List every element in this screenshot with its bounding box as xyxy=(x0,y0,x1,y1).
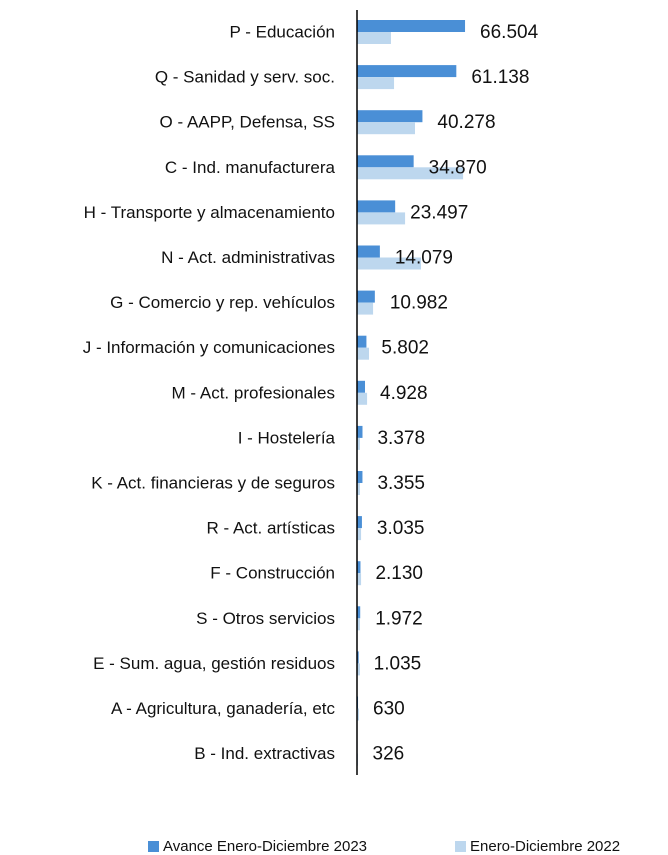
bar xyxy=(357,471,363,483)
bar xyxy=(357,437,360,450)
category-label: M - Act. profesionales xyxy=(172,383,335,402)
category-label: H - Transporte y almacenamiento xyxy=(84,203,335,222)
bar xyxy=(357,335,367,348)
bar xyxy=(357,245,380,258)
category-label: K - Act. financieras y de seguros xyxy=(91,473,335,492)
bar xyxy=(357,32,391,44)
bar xyxy=(357,167,464,180)
value-label: 1.035 xyxy=(374,653,422,674)
category-label: I - Hostelería xyxy=(238,428,336,447)
category-label: G - Comercio y rep. vehículos xyxy=(110,293,335,312)
legend-label: Avance Enero-Diciembre 2023 xyxy=(163,838,367,855)
bar xyxy=(357,200,396,213)
value-label: 3.355 xyxy=(377,473,425,494)
category-label: J - Información y comunicaciones xyxy=(83,338,335,357)
value-label: 10.982 xyxy=(390,293,448,314)
bar xyxy=(357,122,415,135)
category-label: N - Act. administrativas xyxy=(161,248,335,267)
bar xyxy=(357,708,359,721)
value-label: 630 xyxy=(373,699,405,720)
legend-swatch xyxy=(455,841,466,852)
bar xyxy=(357,573,362,586)
bar xyxy=(357,425,363,438)
category-label: S - Otros servicios xyxy=(196,609,335,628)
bar xyxy=(357,516,362,529)
bar xyxy=(357,77,395,90)
value-label: 3.378 xyxy=(377,428,425,449)
value-label: 326 xyxy=(373,744,405,765)
bar xyxy=(357,302,374,315)
bar xyxy=(357,392,368,405)
bar xyxy=(357,20,466,32)
bar xyxy=(357,212,406,225)
category-label: E - Sum. agua, gestión residuos xyxy=(93,654,335,673)
legend-label: Enero-Diciembre 2022 xyxy=(470,838,620,855)
category-label: Q - Sanidad y serv. soc. xyxy=(155,68,335,87)
value-label: 5.802 xyxy=(381,338,429,359)
category-label: B - Ind. extractivas xyxy=(194,744,335,763)
bar xyxy=(357,606,361,619)
bar xyxy=(357,257,422,270)
bar xyxy=(357,110,423,123)
category-label: C - Ind. manufacturera xyxy=(165,158,336,177)
bar xyxy=(357,663,360,676)
bar xyxy=(357,380,366,393)
bar xyxy=(357,155,414,168)
bar xyxy=(357,347,370,360)
value-label: 3.035 xyxy=(377,518,425,539)
bar xyxy=(357,483,360,495)
value-label: 34.870 xyxy=(429,157,487,178)
value-label: 4.928 xyxy=(380,383,428,404)
bar xyxy=(357,618,360,631)
value-label: 66.504 xyxy=(480,22,539,43)
value-label: 40.278 xyxy=(437,112,495,133)
value-label: 23.497 xyxy=(410,202,468,223)
category-label: O - AAPP, Defensa, SS xyxy=(160,113,335,132)
value-label: 14.079 xyxy=(395,248,453,269)
bar xyxy=(357,290,375,303)
bar xyxy=(357,651,359,664)
bar xyxy=(357,65,457,78)
bar xyxy=(357,528,362,541)
category-label: A - Agricultura, ganadería, etc xyxy=(111,699,335,718)
value-label: 2.130 xyxy=(375,563,423,584)
category-label: R - Act. artísticas xyxy=(207,519,335,538)
value-label: 61.138 xyxy=(471,67,529,88)
category-label: F - Construcción xyxy=(210,564,335,583)
category-label: P - Educación xyxy=(229,22,335,41)
value-label: 1.972 xyxy=(375,608,423,629)
bar xyxy=(357,561,361,574)
legend-swatch xyxy=(148,841,159,852)
